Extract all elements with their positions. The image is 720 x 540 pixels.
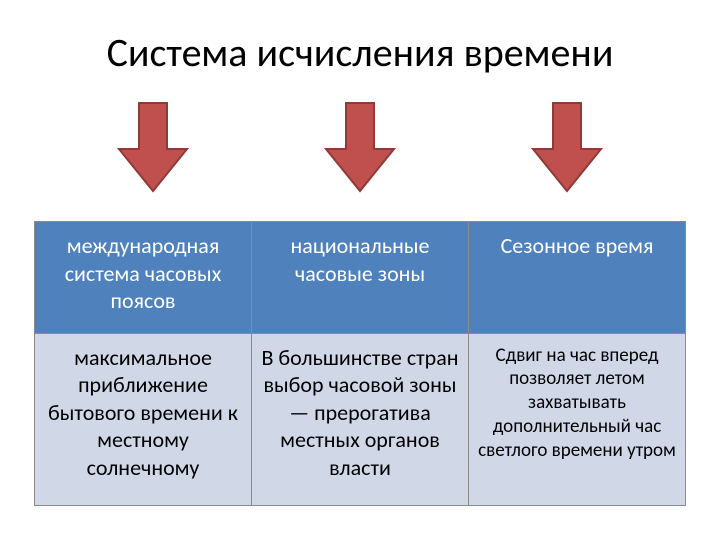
table-header-cell: Сезонное время bbox=[469, 222, 686, 334]
table-header-cell: международная система часовых поясов bbox=[35, 222, 252, 334]
body-text: максимальное приближение бытового времен… bbox=[43, 344, 243, 482]
page-title: Система исчисления времени bbox=[30, 28, 690, 77]
table-body-cell: максимальное приближение бытового времен… bbox=[35, 334, 252, 507]
body-text: Сдвиг на час вперед позволяет летом захв… bbox=[477, 344, 677, 463]
comparison-table: международная система часовых поясов нац… bbox=[34, 221, 686, 506]
header-text: национальные часовые зоны bbox=[260, 232, 460, 287]
down-arrow-icon bbox=[117, 101, 189, 193]
arrows-row bbox=[50, 101, 670, 193]
body-text: В большинстве стран выбор часовой зоны —… bbox=[260, 344, 460, 482]
table-body-cell: В большинстве стран выбор часовой зоны —… bbox=[252, 334, 469, 507]
down-arrow-icon bbox=[531, 101, 603, 193]
table-body-cell: Сдвиг на час вперед позволяет летом захв… bbox=[469, 334, 686, 507]
down-arrow-icon bbox=[324, 101, 396, 193]
header-text: Сезонное время bbox=[501, 232, 654, 260]
header-text: международная система часовых поясов bbox=[43, 232, 243, 315]
table-header-cell: национальные часовые зоны bbox=[252, 222, 469, 334]
